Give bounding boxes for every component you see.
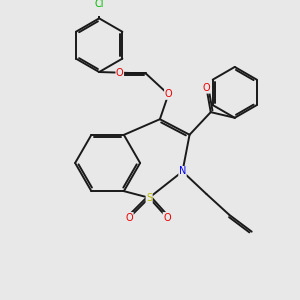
Text: O: O — [116, 68, 124, 78]
Text: O: O — [126, 212, 133, 223]
Text: S: S — [146, 193, 152, 203]
Text: Cl: Cl — [94, 0, 104, 9]
Text: O: O — [203, 83, 210, 93]
Text: N: N — [179, 167, 186, 176]
Text: O: O — [163, 212, 171, 223]
Text: O: O — [165, 89, 172, 99]
